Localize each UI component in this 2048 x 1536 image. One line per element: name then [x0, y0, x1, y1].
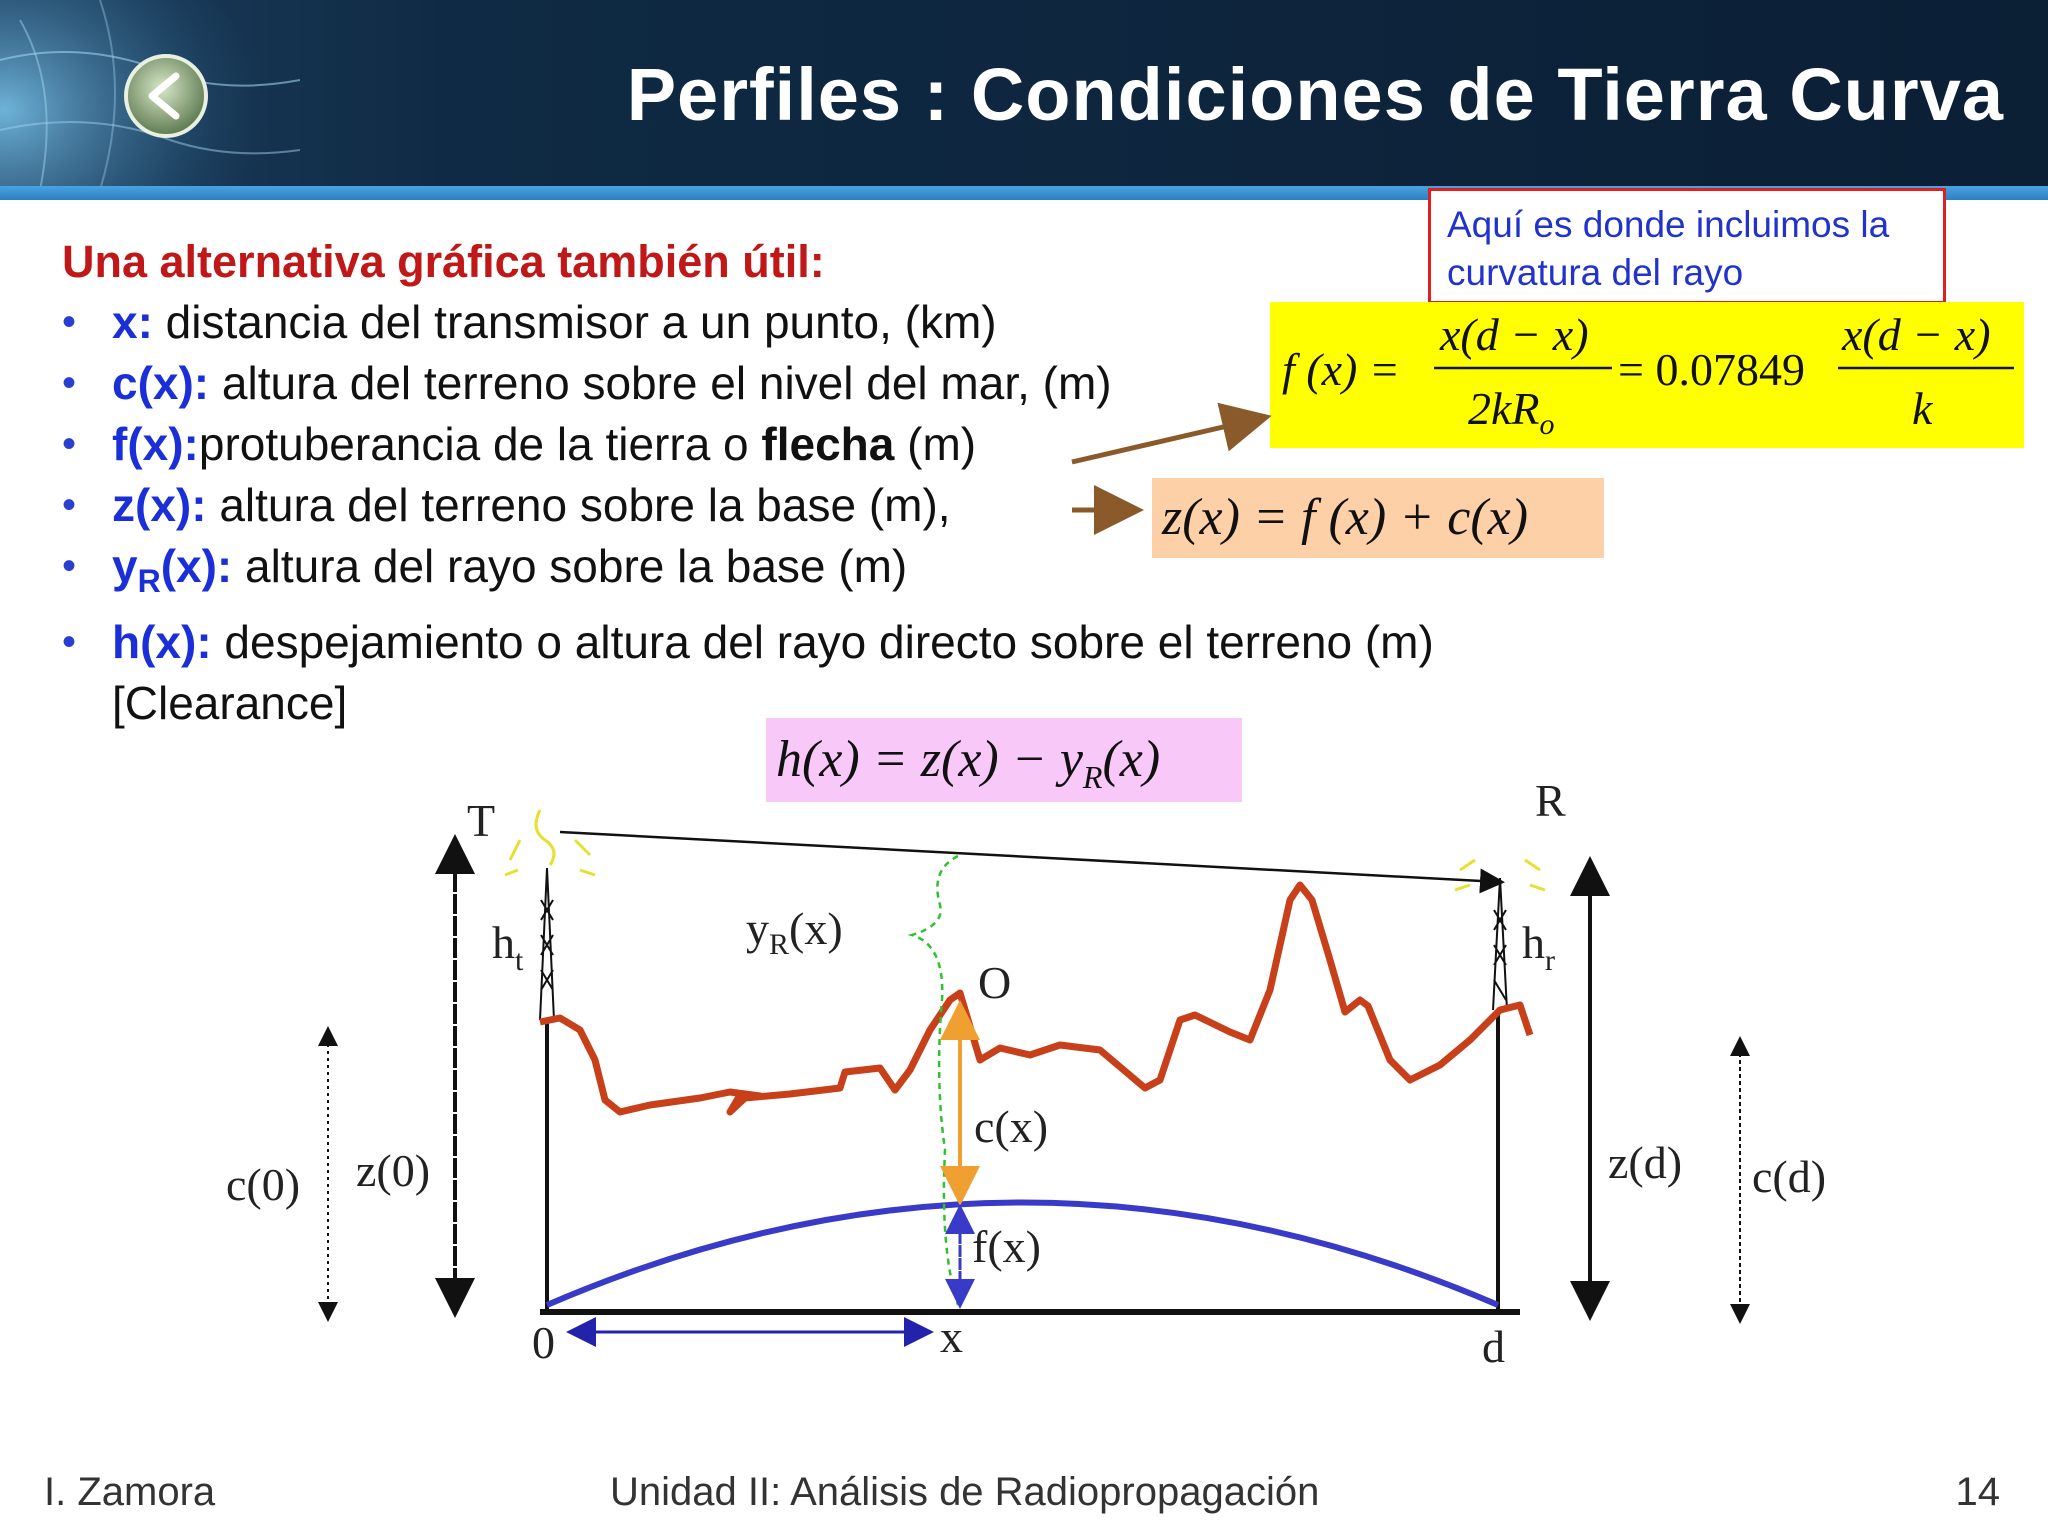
bullet-yr: yR(x): altura del rayo sobre la base (m): [62, 536, 1642, 612]
label-z0: z(0): [356, 1145, 430, 1196]
label-ht: ht: [492, 917, 524, 977]
fx-constant: = 0.07849: [1618, 344, 1805, 395]
label-hr: hr: [1522, 917, 1555, 977]
fx-numerator: x(d − x): [1439, 309, 1589, 360]
bullet-fx: f(x):protuberancia de la tierra o flecha…: [62, 414, 1642, 475]
hx-formula-box: [766, 718, 1242, 802]
text-hx: despejamiento o altura del rayo directo …: [211, 616, 1434, 669]
fx-numerator-2: x(d − x): [1841, 309, 1991, 360]
text-fx-bold: flecha: [761, 418, 895, 470]
label-R: R: [1535, 775, 1566, 826]
label-zero: 0: [532, 1317, 555, 1368]
yr-brace: [907, 854, 960, 1306]
footer-page-number: 14: [1955, 1470, 2001, 1514]
label-fx: f(x): [972, 1221, 1041, 1272]
transmitter-tower-icon: [504, 809, 596, 1021]
label-cx: c(x): [974, 1101, 1048, 1152]
term-fx: f(x):: [112, 418, 199, 470]
text-cx: altura del terreno sobre el nivel del ma…: [209, 357, 1112, 409]
term-cx: c(x):: [112, 357, 210, 409]
earth-bulge-curve: [545, 1199, 1500, 1308]
bullet-x: x: distancia del transmisor a un punto, …: [62, 292, 1642, 353]
text-fx: protuberancia de la tierra o: [198, 418, 762, 470]
fx-lhs: f (x) =: [1282, 344, 1400, 395]
label-cd: c(d): [1752, 1151, 1826, 1202]
term-yr: yR(x):: [112, 540, 233, 599]
direct-ray: [559, 830, 1505, 894]
text-x: distancia del transmisor a un punto, (km…: [152, 296, 997, 348]
intro-heading: Una alternativa gráfica también útil:: [62, 236, 825, 287]
zx-formula: z(x) = f (x) + c(x): [1161, 489, 1528, 546]
label-yr: yR(x): [746, 903, 843, 961]
zx-formula-box: [1152, 478, 1604, 558]
footer-course: Unidad II: Análisis de Radiopropagación: [610, 1470, 1320, 1514]
term-yr-rest: (x):: [160, 540, 233, 592]
label-O: O: [978, 957, 1011, 1008]
bullet-zx: z(x): altura del terreno sobre la base (…: [62, 475, 1642, 536]
slide-header: Perfiles : Condiciones de Tierra Curva: [0, 0, 2048, 190]
label-T: T: [467, 795, 495, 846]
fx-formula-box: [1270, 302, 2024, 448]
text-zx: altura del terreno sobre la base (m),: [206, 479, 951, 531]
term-x: x:: [112, 296, 153, 348]
term-yr-sub: R: [137, 563, 161, 600]
fx-denominator: 2kRo: [1468, 383, 1555, 441]
fx-pointer-arrow: [1071, 402, 1272, 465]
label-c0: c(0): [226, 1159, 300, 1210]
receiver-tower-icon: [1454, 858, 1546, 1011]
bullet-cx: c(x): altura del terreno sobre el nivel …: [62, 353, 1642, 414]
fx-formula: f (x) = x(d − x) 2kRo = 0.07849 x(d − x)…: [1270, 302, 2024, 448]
term-zx: z(x):: [112, 479, 207, 531]
globe-back-icon[interactable]: [0, 0, 300, 190]
term-yr-main: y: [112, 540, 138, 592]
label-x: x: [940, 1311, 963, 1362]
bullet-hx: h(x): despejamiento o altura del rayo di…: [62, 612, 1642, 734]
term-hx: h(x):: [112, 616, 212, 669]
text-yr: altura del rayo sobre la base (m): [232, 540, 908, 592]
slide-title: Perfiles : Condiciones de Tierra Curva: [626, 53, 2004, 136]
text-hx-cont: [Clearance]: [112, 677, 348, 730]
label-zd: z(d): [1608, 1137, 1682, 1188]
curvature-note: Aquí es donde incluimos la curvatura del…: [1428, 188, 1946, 304]
text-fx-tail: (m): [894, 418, 977, 470]
hx-formula: h(x) = z(x) − yR(x): [776, 731, 1160, 795]
footer-author: I. Zamora: [44, 1470, 216, 1514]
definition-list: x: distancia del transmisor a un punto, …: [62, 292, 1642, 734]
terrain-profile: [539, 881, 1534, 1116]
label-d: d: [1482, 1321, 1505, 1372]
fx-denominator-2: k: [1912, 383, 1934, 434]
